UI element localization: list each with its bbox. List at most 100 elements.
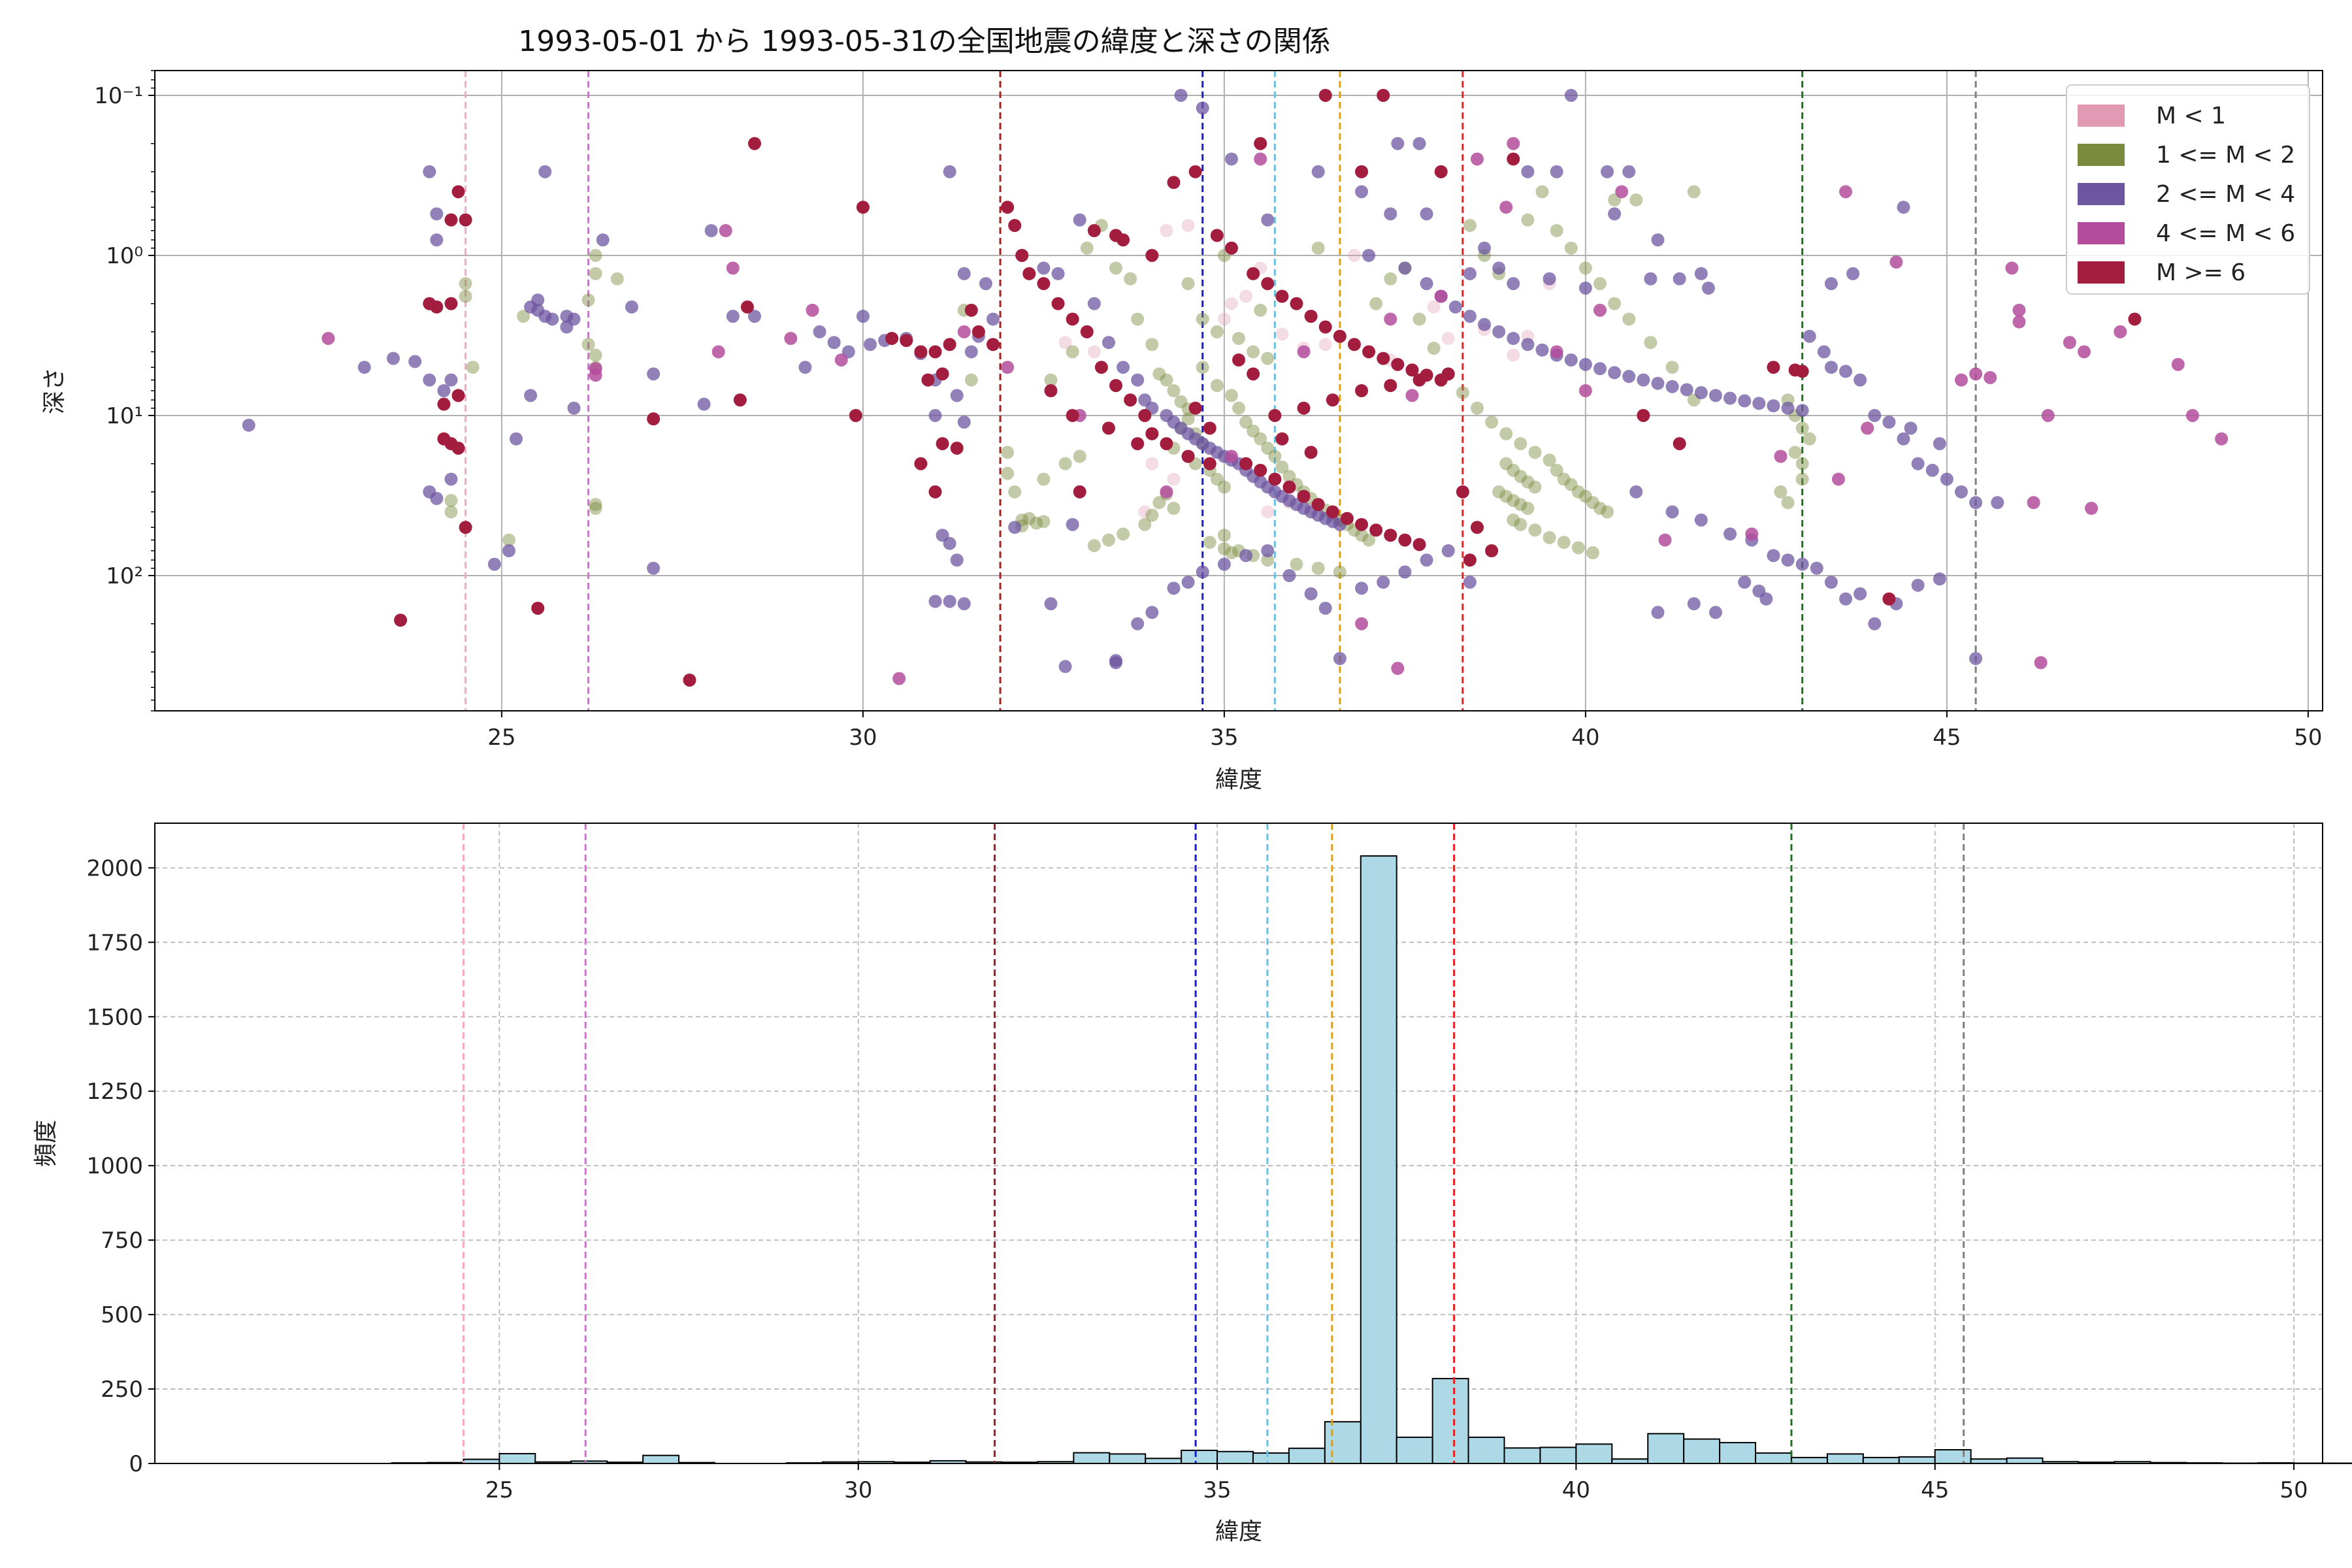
scatter-y-tick-label: 10⁻¹: [94, 83, 143, 109]
histogram-y-axis-label: 頻度: [33, 1120, 59, 1167]
scatter-point: [1882, 592, 1896, 606]
scatter-y-axis-label: 深さ: [41, 367, 68, 414]
scatter-point: [1478, 241, 1492, 255]
scatter-point: [1377, 576, 1390, 589]
scatter-point: [444, 213, 458, 227]
scatter-legend: M < 1 1 <= M < 2 2 <= M < 4 4 <= M < 6 M >= …: [2066, 84, 2310, 295]
scatter-point: [1058, 457, 1072, 470]
histogram-bar: [1252, 1452, 1290, 1465]
scatter-point: [1261, 505, 1275, 519]
scatter-point: [1203, 421, 1217, 435]
scatter-point: [1326, 505, 1339, 519]
legend-label: 4 <= M < 6: [2156, 220, 2295, 247]
scatter-point: [1608, 297, 1622, 310]
histogram-bar: [1467, 1436, 1505, 1465]
scatter-point: [1304, 587, 1318, 600]
scatter-point: [928, 345, 942, 359]
scatter-point: [914, 457, 928, 470]
scatter-point: [1665, 380, 1679, 393]
scatter-point: [1102, 421, 1115, 435]
scatter-point: [1788, 446, 1802, 459]
scatter-point: [1124, 393, 1137, 407]
scatter-point: [1507, 463, 1520, 477]
scatter-point: [1030, 516, 1043, 530]
scatter-point: [936, 367, 949, 381]
scatter-point: [1232, 331, 1245, 345]
scatter-point: [1391, 661, 1405, 675]
scatter-point: [733, 393, 747, 407]
histogram-bar: [1862, 1456, 1900, 1465]
scatter-point: [1622, 165, 1636, 178]
scatter-point: [1160, 485, 1173, 498]
scatter-point: [1232, 401, 1245, 415]
scatter-point: [502, 544, 515, 557]
scatter-point: [1001, 446, 1015, 459]
scatter-point: [1601, 165, 1614, 178]
scatter-point: [459, 289, 472, 303]
scatter-point: [1543, 453, 1556, 467]
histogram-y-tick-label: 0: [129, 1451, 143, 1477]
scatter-point: [1239, 549, 1253, 563]
scatter-point: [1535, 185, 1549, 199]
scatter-point: [589, 348, 602, 362]
scatter-point: [1224, 152, 1238, 166]
scatter-point: [2171, 357, 2185, 371]
scatter-point: [2114, 325, 2127, 338]
histogram-x-tick-label: 25: [485, 1477, 514, 1503]
scatter-point: [2012, 303, 2026, 317]
scatter-point: [1578, 384, 1592, 397]
scatter-x-tick-label: 40: [1571, 725, 1599, 751]
legend-label: M < 1: [2156, 103, 2226, 129]
scatter-point: [719, 224, 732, 237]
scatter-point: [1593, 501, 1607, 515]
scatter-point: [1578, 489, 1592, 503]
scatter-point: [1174, 395, 1188, 408]
scatter-point: [704, 224, 718, 237]
scatter-point: [1261, 277, 1275, 291]
scatter-point: [1167, 384, 1181, 397]
scatter-point: [957, 267, 971, 280]
scatter-point: [1203, 536, 1217, 549]
scatter-point: [430, 233, 444, 247]
scatter-point: [1991, 496, 2004, 510]
histogram-y-tick-label: 1750: [86, 930, 143, 956]
histogram-bar: [1431, 1378, 1469, 1464]
scatter-point: [1441, 331, 1455, 345]
scatter-point: [1738, 394, 1752, 408]
scatter-point: [1969, 496, 1983, 510]
scatter-point: [856, 201, 870, 214]
scatter-point: [1940, 472, 1953, 486]
scatter-point: [784, 331, 798, 345]
scatter-x-tick-label: 35: [1210, 725, 1238, 751]
scatter-point: [1333, 329, 1347, 343]
scatter-point: [1687, 597, 1701, 611]
scatter-point: [1831, 472, 1845, 486]
scatter-point: [1022, 267, 1036, 280]
scatter-point: [1420, 207, 1433, 221]
scatter-point: [1224, 297, 1238, 310]
scatter-point: [1593, 362, 1607, 376]
scatter-point: [1188, 401, 1202, 415]
scatter-point: [964, 373, 978, 387]
scatter-point: [1593, 277, 1607, 291]
scatter-x-tick-label: 30: [849, 725, 877, 751]
scatter-point: [1514, 517, 1527, 531]
scatter-point: [1355, 185, 1369, 199]
scatter-y-tick-label: 10¹: [106, 403, 143, 429]
histogram-x-ticks: 25 30 35 40 45 50: [485, 1463, 2308, 1503]
legend-swatch: [2078, 183, 2125, 205]
scatter-point: [1507, 152, 1520, 166]
scatter-point: [1564, 241, 1578, 255]
scatter-point: [1384, 207, 1397, 221]
scatter-x-tick-label: 50: [2294, 725, 2322, 751]
scatter-point: [726, 261, 740, 275]
scatter-point: [581, 338, 595, 351]
histogram-bar: [1575, 1443, 1613, 1464]
scatter-point: [1362, 248, 1376, 262]
scatter-point: [1441, 544, 1455, 557]
scatter-point: [1817, 345, 1831, 359]
scatter-x-tick-label: 45: [1933, 725, 1961, 751]
scatter-point: [1167, 501, 1181, 515]
scatter-point: [1824, 576, 1838, 589]
scatter-point: [1282, 480, 1296, 494]
